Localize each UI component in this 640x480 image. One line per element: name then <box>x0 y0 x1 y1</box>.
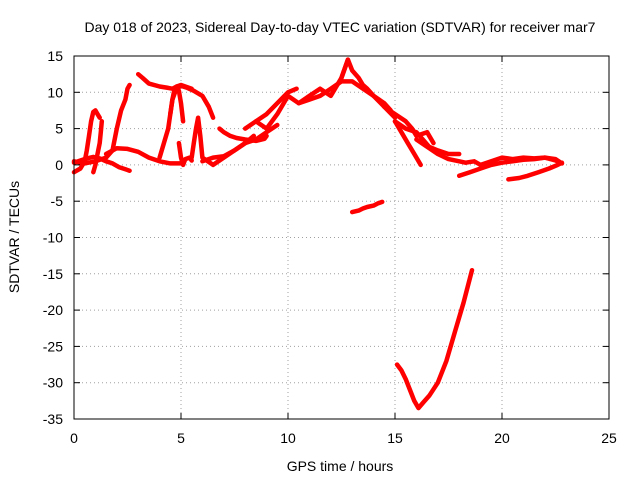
series-line-sat-l <box>217 126 269 144</box>
series-line-sat-n <box>253 57 351 131</box>
y-axis-label: SDTVAR / TECUs <box>6 181 22 293</box>
series-line-sat-i <box>168 83 216 120</box>
y-tick-label: -30 <box>43 375 63 391</box>
series-line-sat-x <box>394 267 475 411</box>
x-tick-label: 0 <box>70 430 78 446</box>
series-line-sat-c <box>91 119 105 175</box>
y-tick-label: -20 <box>43 302 63 318</box>
y-tick-label: 10 <box>47 84 63 100</box>
x-tick-label: 25 <box>601 430 617 446</box>
y-tick-label: 5 <box>55 121 63 137</box>
series-line-sat-t <box>392 119 423 168</box>
series-line-sat-v <box>456 155 565 179</box>
y-tick-label: 0 <box>55 157 63 173</box>
y-tick-label: -35 <box>43 411 63 427</box>
chart-title: Day 018 of 2023, Sidereal Day-to-day VTE… <box>85 19 596 35</box>
series-line-sat-r <box>382 104 436 146</box>
y-tick-label: -15 <box>43 266 63 282</box>
y-tick-label: -25 <box>43 338 63 354</box>
x-tick-label: 5 <box>177 430 185 446</box>
series-line-sat-s <box>392 119 462 157</box>
x-tick-label: 10 <box>280 430 296 446</box>
series-line-sat-d <box>71 82 132 166</box>
series-line-sat-u <box>414 137 565 168</box>
series-line-sat-k <box>200 122 280 164</box>
axis-ticks: -35 -30 -25 -20 -15 -10 -5 0 5 10 15 0 5 10 15 20 25 <box>43 48 617 446</box>
x-tick-label: 20 <box>494 430 510 446</box>
x-axis-label: GPS time / hours <box>287 458 394 474</box>
series-line-sat-w <box>506 160 565 182</box>
y-tick-label: -10 <box>43 230 63 246</box>
series-line-sat-h <box>176 140 194 168</box>
grid <box>74 56 609 419</box>
series-group <box>71 57 565 411</box>
series-line-sat-p <box>339 57 393 113</box>
y-tick-label: -5 <box>51 193 64 209</box>
series-line-sat-q <box>349 199 385 215</box>
series-line-sat-e <box>103 145 184 166</box>
x-tick-label: 15 <box>387 430 403 446</box>
y-tick-label: 15 <box>47 48 63 64</box>
